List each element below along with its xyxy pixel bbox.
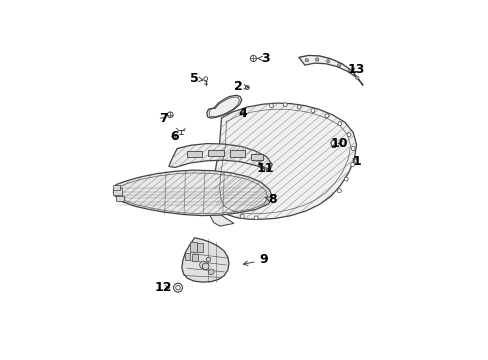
FancyBboxPatch shape [208, 150, 224, 156]
Circle shape [326, 59, 329, 63]
Polygon shape [182, 238, 228, 282]
Polygon shape [168, 144, 272, 171]
Text: 4: 4 [238, 107, 247, 120]
Circle shape [254, 216, 258, 220]
FancyBboxPatch shape [189, 242, 196, 252]
Text: 12: 12 [154, 281, 172, 294]
FancyBboxPatch shape [229, 150, 244, 157]
Circle shape [240, 215, 244, 219]
Circle shape [355, 76, 358, 80]
Text: 1: 1 [351, 154, 360, 167]
Circle shape [297, 105, 301, 109]
Circle shape [305, 59, 308, 62]
Text: 9: 9 [243, 253, 268, 266]
Circle shape [324, 114, 328, 118]
Circle shape [346, 133, 350, 136]
Circle shape [350, 147, 354, 150]
FancyBboxPatch shape [116, 196, 123, 201]
Text: 3: 3 [258, 52, 269, 65]
Text: 6: 6 [170, 130, 178, 143]
Circle shape [344, 177, 347, 181]
Circle shape [283, 103, 286, 107]
Circle shape [337, 189, 341, 193]
Text: 11: 11 [256, 162, 273, 175]
Text: 13: 13 [347, 63, 365, 76]
Circle shape [208, 269, 214, 275]
Polygon shape [210, 210, 233, 226]
Circle shape [315, 58, 318, 61]
FancyBboxPatch shape [113, 185, 120, 190]
FancyBboxPatch shape [197, 243, 203, 252]
Polygon shape [214, 103, 356, 219]
Polygon shape [214, 103, 356, 219]
Circle shape [202, 263, 208, 270]
Circle shape [337, 63, 340, 67]
FancyBboxPatch shape [113, 188, 122, 195]
Circle shape [206, 257, 210, 262]
Circle shape [310, 109, 314, 112]
FancyBboxPatch shape [185, 253, 190, 260]
FancyBboxPatch shape [250, 154, 263, 159]
Polygon shape [298, 55, 362, 85]
Text: 2: 2 [233, 80, 248, 93]
FancyBboxPatch shape [192, 254, 198, 261]
Circle shape [337, 122, 341, 126]
Circle shape [199, 261, 207, 269]
Text: 10: 10 [330, 137, 347, 150]
Circle shape [269, 104, 273, 108]
Text: 8: 8 [264, 193, 276, 206]
Polygon shape [206, 95, 241, 118]
Text: 5: 5 [190, 72, 203, 85]
Text: 7: 7 [159, 112, 167, 125]
Polygon shape [113, 170, 272, 216]
FancyBboxPatch shape [186, 151, 202, 157]
Polygon shape [168, 144, 272, 171]
Polygon shape [113, 170, 272, 216]
Circle shape [347, 69, 351, 73]
Circle shape [350, 163, 354, 167]
